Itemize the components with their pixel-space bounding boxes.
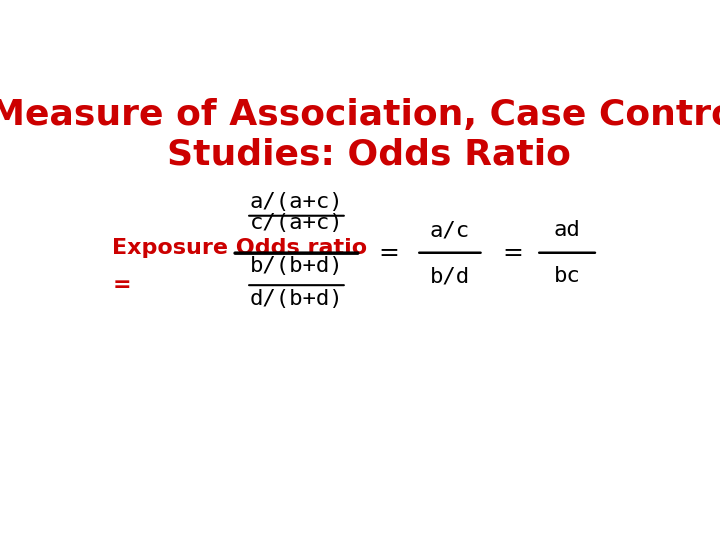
Text: bc: bc [554, 266, 580, 286]
Text: =: = [378, 241, 399, 265]
Text: Exposure Odds ratio: Exposure Odds ratio [112, 238, 367, 258]
Text: Measure of Association, Case Control
Studies: Odds Ratio: Measure of Association, Case Control Stu… [0, 98, 720, 172]
Text: b/(b+d): b/(b+d) [250, 256, 343, 276]
Text: d/(b+d): d/(b+d) [250, 288, 343, 308]
Text: a/(a+c): a/(a+c) [250, 192, 343, 212]
Text: ad: ad [554, 220, 580, 240]
Text: a/c: a/c [430, 220, 470, 240]
Text: =: = [503, 241, 523, 265]
Text: c/(a+c): c/(a+c) [250, 213, 343, 233]
Text: b/d: b/d [430, 266, 470, 286]
Text: =: = [112, 275, 131, 295]
